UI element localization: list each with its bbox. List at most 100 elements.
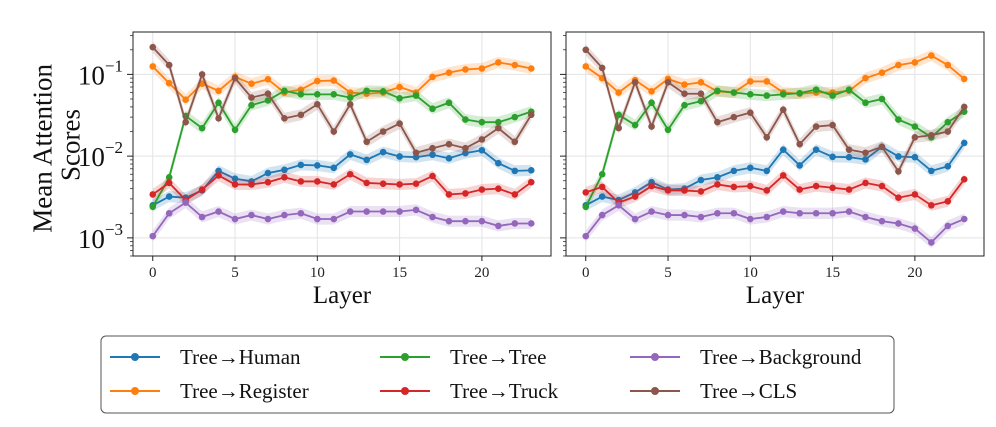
data-point (878, 95, 886, 103)
data-point (681, 211, 688, 219)
data-point (396, 153, 403, 160)
data-point (862, 149, 869, 157)
data-point (462, 149, 469, 157)
legend-marker (131, 353, 139, 361)
data-point (462, 217, 469, 225)
legend-item-tree-to-cls: Tree→CLS (630, 379, 797, 403)
data-point (779, 106, 787, 113)
data-point (664, 126, 672, 134)
data-point (895, 220, 902, 227)
legend-label: Tree→CLS (700, 379, 797, 403)
data-point (379, 208, 387, 215)
data-point (198, 213, 206, 221)
data-point (215, 115, 222, 122)
x-tick-label: 0 (149, 265, 157, 281)
data-point (165, 193, 173, 200)
data-point (495, 124, 502, 132)
data-point (527, 220, 535, 227)
data-point (944, 222, 952, 230)
data-point (495, 59, 502, 66)
data-point (812, 182, 820, 190)
data-point (582, 63, 590, 70)
data-point (714, 181, 721, 188)
series-line (585, 49, 966, 174)
data-point (429, 73, 436, 81)
data-point (379, 128, 387, 135)
data-point (928, 52, 935, 59)
data-point (363, 179, 370, 187)
data-point (165, 79, 173, 87)
x-tick-label: 15 (825, 265, 840, 281)
data-point (845, 146, 853, 153)
data-point (314, 215, 321, 223)
data-point (379, 148, 387, 156)
series-tree-to-tree (149, 85, 535, 213)
data-point (697, 97, 705, 105)
x-tick-label: 5 (664, 265, 672, 281)
confidence-band (585, 84, 965, 213)
data-point (796, 209, 803, 217)
data-point (796, 140, 803, 148)
data-point (928, 239, 935, 246)
data-point (165, 209, 173, 217)
data-point (911, 133, 919, 141)
legend: Tree→Human Tree→Tree Tree→Background Tree→R… (100, 335, 895, 414)
data-point (346, 94, 354, 101)
data-point (763, 92, 771, 99)
data-point (714, 174, 721, 181)
confidence-band (152, 197, 532, 242)
data-point (845, 86, 853, 93)
series-tree-to-truck (582, 169, 968, 211)
data-point (215, 167, 222, 175)
data-point (697, 176, 705, 184)
data-point (149, 43, 157, 51)
data-point (878, 69, 886, 76)
data-point (895, 61, 902, 69)
data-point (812, 86, 820, 93)
data-point (714, 87, 721, 95)
data-point (462, 116, 469, 123)
data-point (396, 94, 403, 102)
data-point (264, 97, 272, 104)
data-point (478, 146, 486, 154)
data-point (862, 99, 869, 107)
data-point (445, 217, 453, 225)
data-point (714, 209, 721, 217)
data-point (396, 83, 403, 91)
y-axis-label-line-2: Scores (56, 109, 86, 181)
data-point (895, 194, 902, 202)
data-point (648, 123, 655, 130)
data-point (149, 191, 157, 198)
data-point (363, 208, 370, 215)
plot-frame (132, 31, 552, 257)
data-point (697, 90, 705, 98)
data-point (911, 59, 919, 66)
data-point (681, 90, 688, 98)
data-point (648, 182, 655, 190)
data-point (478, 65, 486, 72)
confidence-band (585, 169, 965, 211)
data-point (631, 121, 639, 129)
data-point (248, 101, 255, 109)
data-point (478, 136, 486, 143)
data-point (582, 46, 590, 54)
data-point (264, 178, 272, 186)
legend-item-tree-to-background: Tree→Background (630, 345, 862, 369)
data-point (297, 86, 305, 93)
data-point (231, 74, 239, 82)
data-point (495, 118, 502, 126)
data-point (812, 146, 820, 153)
data-point (297, 209, 305, 217)
data-point (215, 172, 222, 179)
data-point (429, 172, 436, 180)
data-point (511, 167, 519, 175)
data-point (379, 180, 387, 187)
data-point (527, 178, 535, 186)
data-point (582, 189, 590, 196)
data-point (598, 170, 606, 178)
legend-marker (401, 387, 409, 395)
y-axis-label: Mean Attention Scores (27, 57, 85, 232)
data-point (297, 111, 305, 119)
data-point (346, 101, 354, 108)
data-point (845, 208, 853, 215)
